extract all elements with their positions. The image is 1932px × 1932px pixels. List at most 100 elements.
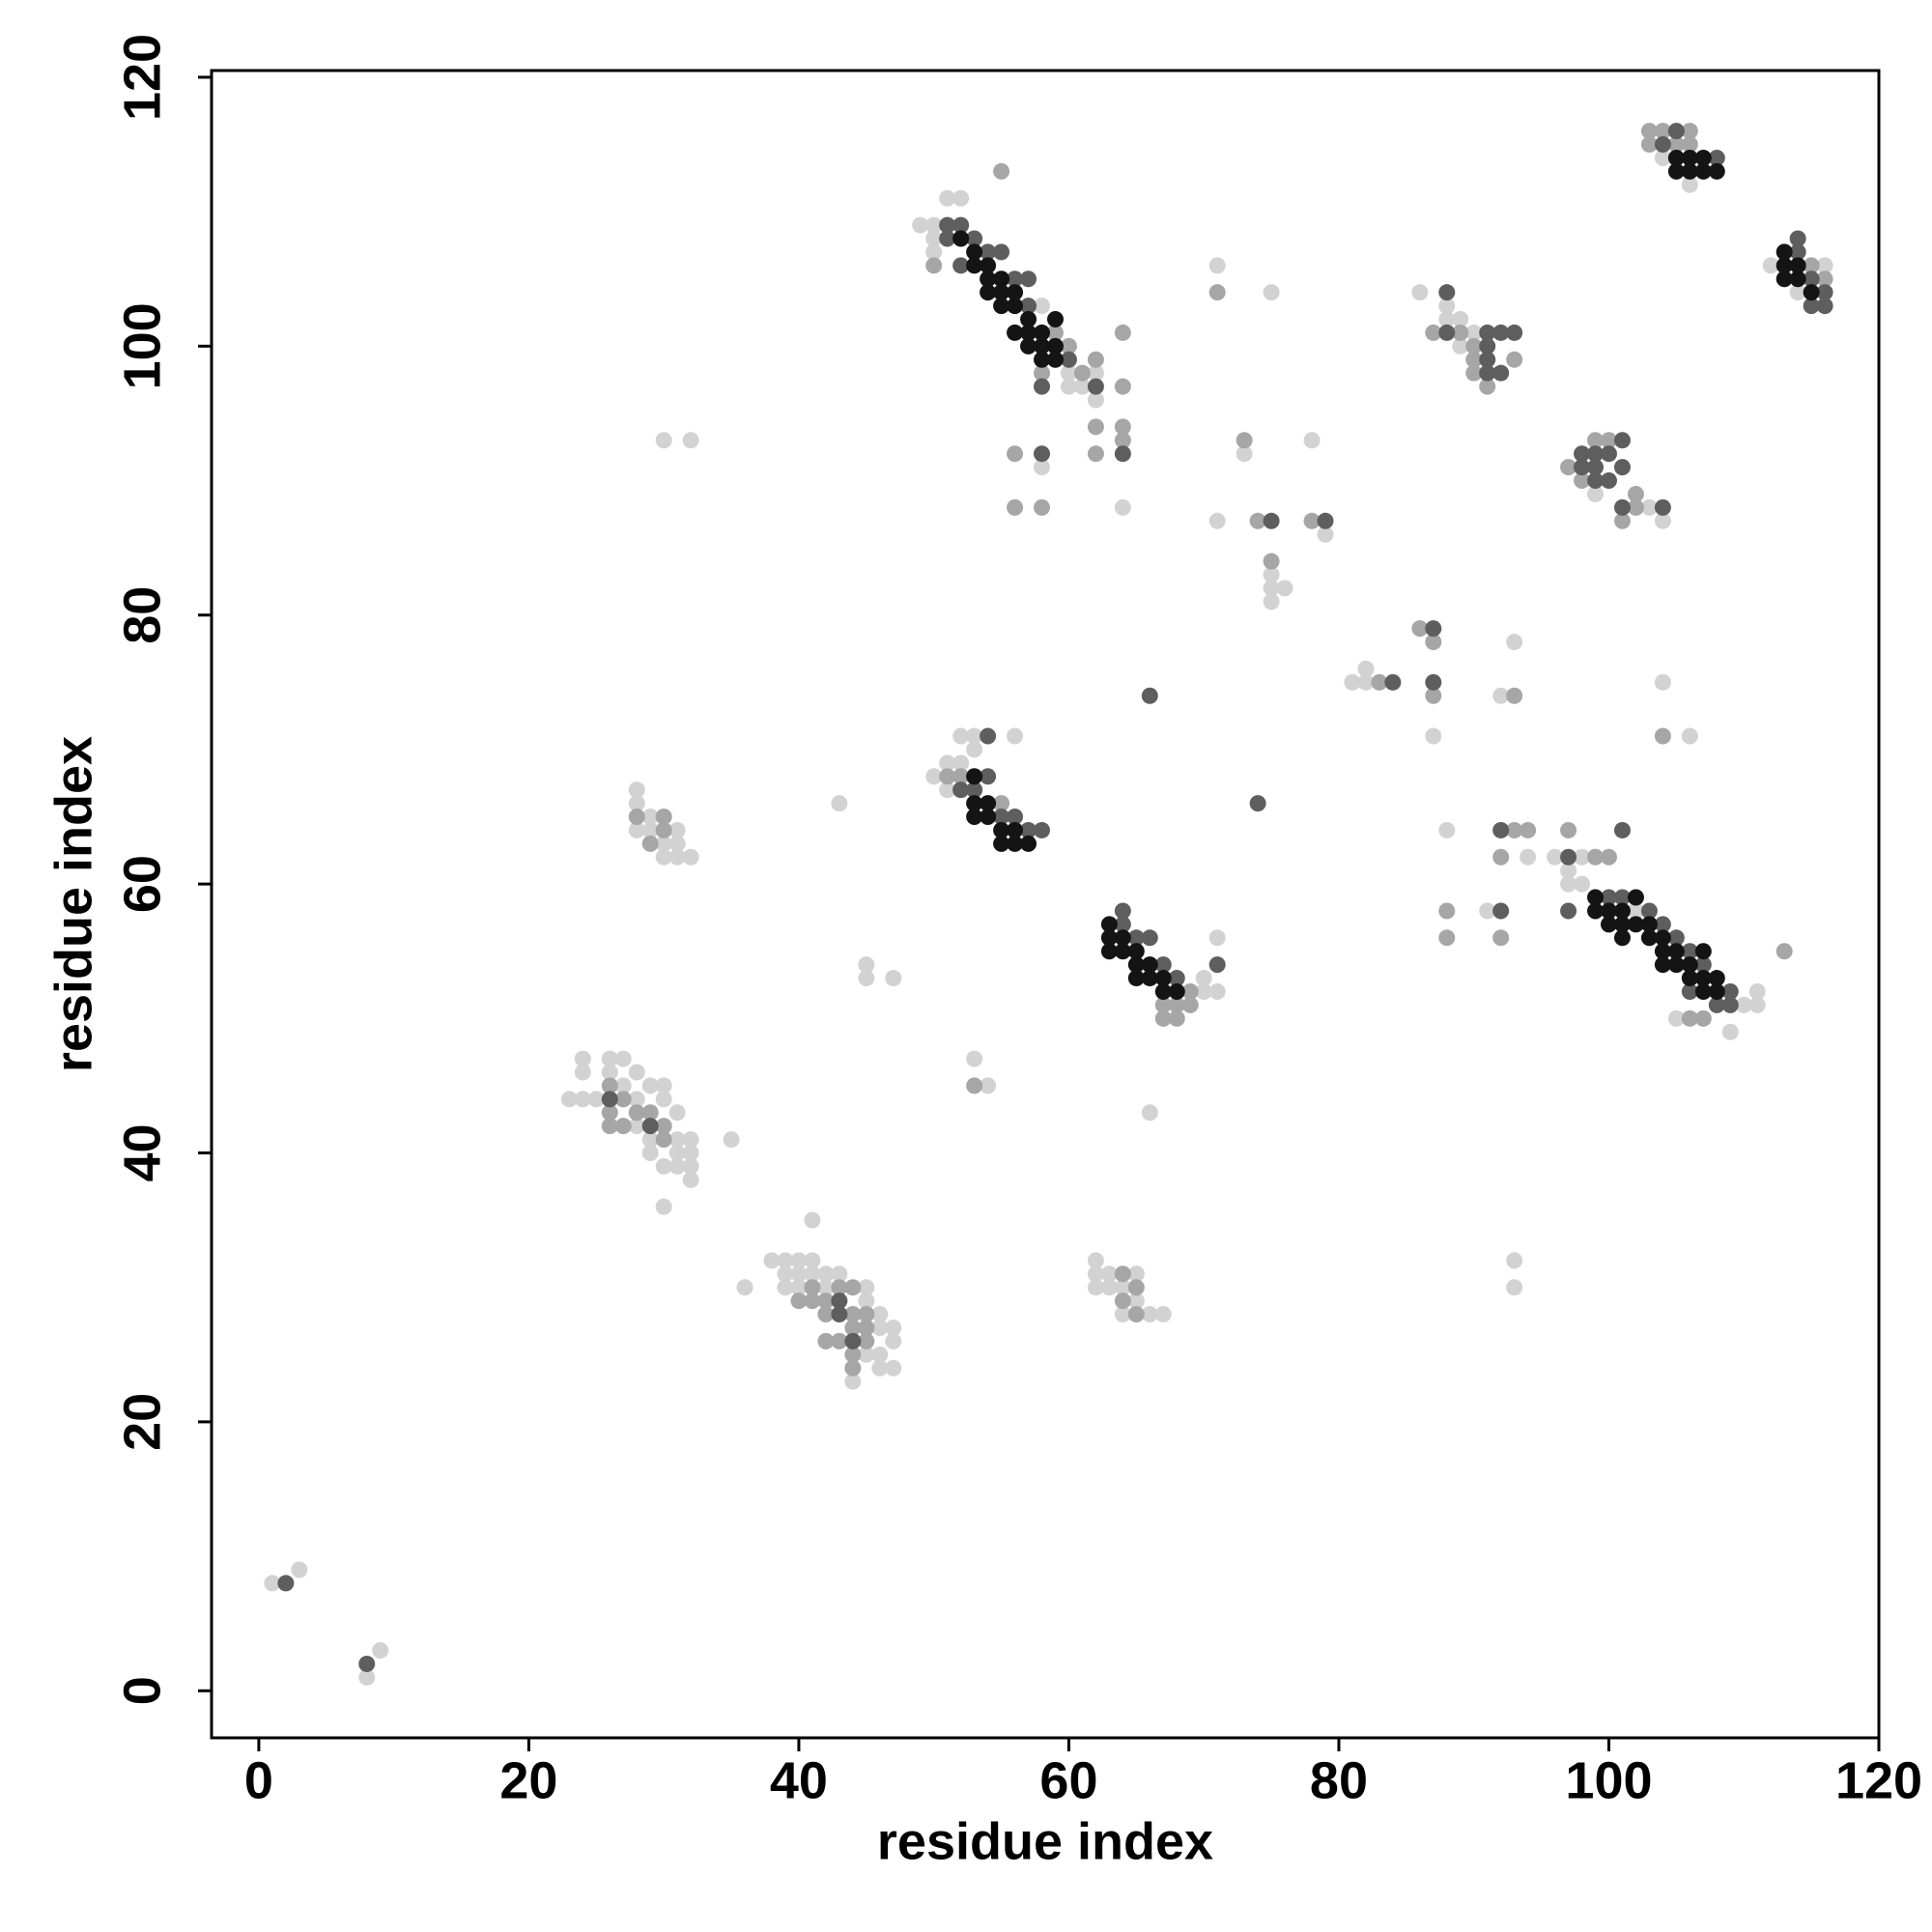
point	[858, 1346, 875, 1363]
point	[1127, 929, 1145, 947]
point	[1640, 916, 1658, 933]
point	[1114, 1265, 1131, 1283]
point	[1600, 916, 1617, 933]
point	[1654, 498, 1671, 516]
point	[871, 1306, 889, 1323]
point	[1600, 445, 1617, 463]
point	[1438, 821, 1456, 838]
point	[925, 257, 943, 274]
point	[952, 216, 970, 234]
point	[1007, 498, 1024, 516]
point	[1506, 687, 1523, 704]
point	[1034, 498, 1051, 516]
point	[1520, 821, 1537, 838]
point	[1127, 1306, 1145, 1323]
point	[1681, 162, 1698, 180]
point	[291, 1561, 308, 1578]
point	[1087, 1279, 1104, 1296]
point	[1007, 298, 1024, 315]
point	[980, 243, 997, 261]
point	[925, 230, 943, 247]
point	[1627, 485, 1644, 502]
point	[1208, 956, 1226, 974]
point	[817, 1279, 835, 1296]
point	[1046, 324, 1064, 341]
point	[1600, 432, 1617, 449]
x-tick-label: 120	[1835, 1751, 1922, 1809]
point	[1681, 970, 1698, 987]
point	[817, 1293, 835, 1310]
point	[1357, 660, 1375, 677]
point	[980, 809, 997, 826]
point	[1425, 324, 1442, 341]
point	[817, 1265, 835, 1283]
point	[1613, 916, 1631, 933]
point	[1574, 445, 1591, 463]
point	[1506, 634, 1523, 651]
point	[952, 754, 970, 772]
point	[1154, 982, 1172, 1000]
point	[952, 189, 970, 207]
point	[1492, 821, 1510, 838]
point	[1681, 136, 1698, 154]
point	[1789, 257, 1806, 274]
point	[1560, 862, 1577, 879]
point	[655, 1157, 672, 1175]
point	[1694, 982, 1712, 1000]
point	[844, 1346, 862, 1363]
point	[1667, 162, 1685, 180]
point	[668, 821, 686, 838]
point	[844, 1319, 862, 1336]
point	[668, 1145, 686, 1162]
point	[614, 1118, 632, 1135]
point	[1560, 875, 1577, 893]
point	[1114, 929, 1131, 947]
point	[966, 809, 983, 826]
point	[993, 284, 1010, 301]
point	[831, 1265, 848, 1283]
point	[1208, 257, 1226, 274]
point	[844, 1279, 862, 1296]
point	[1789, 270, 1806, 288]
point	[1654, 149, 1671, 166]
point	[1114, 418, 1131, 436]
point	[966, 230, 983, 247]
point	[1789, 243, 1806, 261]
point	[1438, 929, 1456, 947]
point	[1721, 996, 1739, 1013]
point	[1654, 943, 1671, 960]
point	[1438, 311, 1456, 328]
point	[1020, 298, 1037, 315]
point	[1506, 351, 1523, 368]
point	[1034, 459, 1051, 476]
point	[1547, 848, 1564, 866]
point	[1479, 902, 1496, 920]
point	[1087, 378, 1104, 395]
point	[1087, 1252, 1104, 1269]
point	[1640, 902, 1658, 920]
point	[1034, 351, 1051, 368]
point	[1789, 284, 1806, 301]
point	[1263, 512, 1280, 529]
point	[1276, 580, 1293, 597]
point	[1020, 835, 1037, 852]
point	[1613, 512, 1631, 529]
point	[641, 1145, 659, 1162]
point	[264, 1575, 281, 1592]
point	[966, 243, 983, 261]
point	[966, 1050, 983, 1067]
point	[1667, 149, 1685, 166]
point	[1154, 1306, 1172, 1323]
point	[1776, 270, 1793, 288]
point	[790, 1252, 808, 1269]
point	[628, 821, 645, 838]
point	[1425, 727, 1442, 745]
point	[1816, 284, 1833, 301]
point	[1020, 821, 1037, 838]
point	[1654, 673, 1671, 691]
point	[1776, 243, 1793, 261]
point	[1492, 364, 1510, 382]
point	[1479, 351, 1496, 368]
point	[952, 768, 970, 785]
point	[1654, 123, 1671, 140]
